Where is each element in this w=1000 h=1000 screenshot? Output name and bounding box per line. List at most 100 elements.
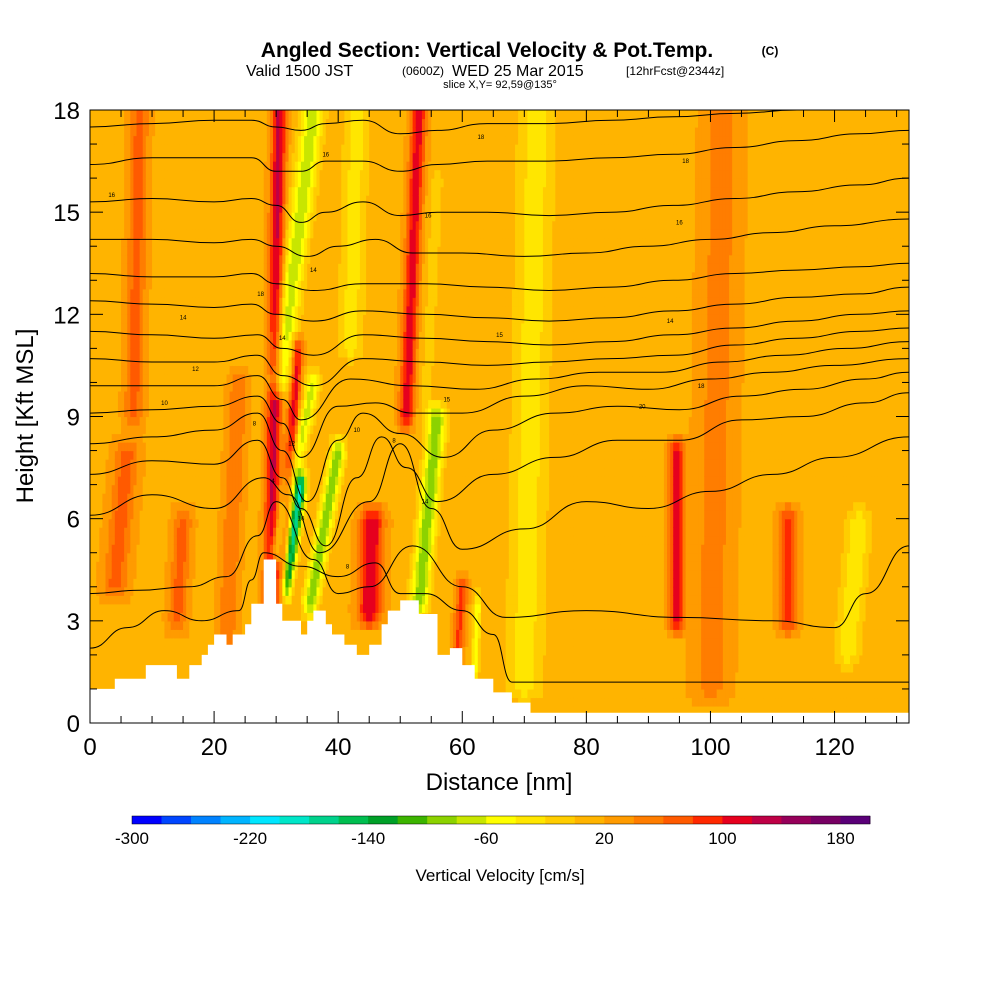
field-cell xyxy=(105,586,110,596)
field-cell xyxy=(136,263,141,273)
field-cell xyxy=(117,527,122,537)
field-cell xyxy=(158,254,162,264)
field-cell xyxy=(242,322,246,332)
field-cell xyxy=(282,305,287,315)
field-cell xyxy=(285,203,290,213)
field-cell xyxy=(102,663,107,673)
field-cell xyxy=(291,586,296,596)
field-cell xyxy=(189,416,193,426)
field-cell xyxy=(108,442,113,452)
field-cell xyxy=(136,339,141,349)
field-cell xyxy=(242,442,246,452)
field-cell xyxy=(170,348,175,358)
field-cell xyxy=(130,297,135,307)
field-cell xyxy=(282,535,287,545)
field-cell xyxy=(223,280,228,290)
field-cell xyxy=(117,450,122,460)
field-cell xyxy=(127,373,131,384)
field-cell xyxy=(254,305,259,315)
field-cell xyxy=(99,127,104,137)
field-cell xyxy=(142,569,147,579)
field-cell xyxy=(179,663,184,673)
field-cell xyxy=(93,178,97,188)
field-cell xyxy=(279,365,283,375)
field-cell xyxy=(214,629,218,639)
field-cell xyxy=(158,237,162,247)
field-cell xyxy=(117,518,122,528)
field-cell xyxy=(183,305,187,315)
field-cell xyxy=(279,186,283,196)
field-cell xyxy=(226,178,231,188)
field-cell xyxy=(108,237,113,247)
field-cell xyxy=(245,501,249,511)
field-cell xyxy=(300,305,305,315)
field-cell xyxy=(242,399,246,409)
field-cell xyxy=(242,246,246,256)
field-cell xyxy=(192,654,197,664)
field-cell xyxy=(235,416,240,426)
field-cell xyxy=(210,178,215,188)
field-cell xyxy=(186,484,190,494)
field-cell xyxy=(229,152,234,162)
field-cell xyxy=(223,135,228,145)
field-cell xyxy=(139,459,144,469)
field-cell xyxy=(257,459,262,469)
field-cell xyxy=(105,578,110,588)
field-cell xyxy=(142,186,147,196)
field-cell xyxy=(145,144,150,154)
field-cell xyxy=(176,254,181,264)
field-cell xyxy=(260,220,265,230)
field-cell xyxy=(204,322,209,332)
field-cell xyxy=(300,561,305,571)
field-cell xyxy=(263,178,268,188)
field-cell xyxy=(192,254,197,264)
field-cell xyxy=(238,127,243,137)
field-cell xyxy=(117,654,122,664)
field-cell xyxy=(235,118,240,128)
field-cell xyxy=(117,246,122,256)
field-cell xyxy=(93,220,97,230)
field-cell xyxy=(195,365,200,375)
field-cell xyxy=(164,450,169,460)
field-cell xyxy=(263,195,268,205)
field-cell xyxy=(214,459,218,469)
field-cell xyxy=(273,195,277,205)
field-cell xyxy=(291,365,296,375)
field-cell xyxy=(139,178,144,188)
field-cell xyxy=(142,603,147,613)
field-cell xyxy=(192,339,197,349)
field-cell xyxy=(124,578,128,588)
field-cell xyxy=(179,442,184,452)
field-cell xyxy=(170,578,175,588)
field-cell xyxy=(204,212,209,222)
field-cell xyxy=(158,382,162,392)
field-cell xyxy=(139,467,144,477)
field-cell xyxy=(229,254,234,264)
field-cell xyxy=(229,459,234,469)
field-cell xyxy=(145,382,150,392)
field-cell xyxy=(254,348,259,358)
field-cell xyxy=(204,288,209,298)
field-cell xyxy=(145,271,150,281)
field-cell xyxy=(251,118,256,128)
field-cell xyxy=(201,510,206,520)
field-cell xyxy=(189,254,193,264)
field-cell xyxy=(102,161,107,171)
field-cell xyxy=(183,484,187,494)
field-cell xyxy=(155,399,159,409)
field-cell xyxy=(257,186,262,196)
field-cell xyxy=(235,595,240,605)
field-cell xyxy=(93,237,97,247)
field-cell xyxy=(173,237,178,247)
field-cell xyxy=(226,510,231,520)
field-cell xyxy=(254,382,259,392)
field-cell xyxy=(260,459,265,469)
field-cell xyxy=(114,476,119,486)
field-cell xyxy=(90,314,94,324)
field-cell xyxy=(198,390,203,401)
field-cell xyxy=(170,518,175,528)
field-cell xyxy=(102,280,107,290)
field-cell xyxy=(198,373,203,384)
field-cell xyxy=(114,671,119,682)
field-cell xyxy=(210,493,215,503)
